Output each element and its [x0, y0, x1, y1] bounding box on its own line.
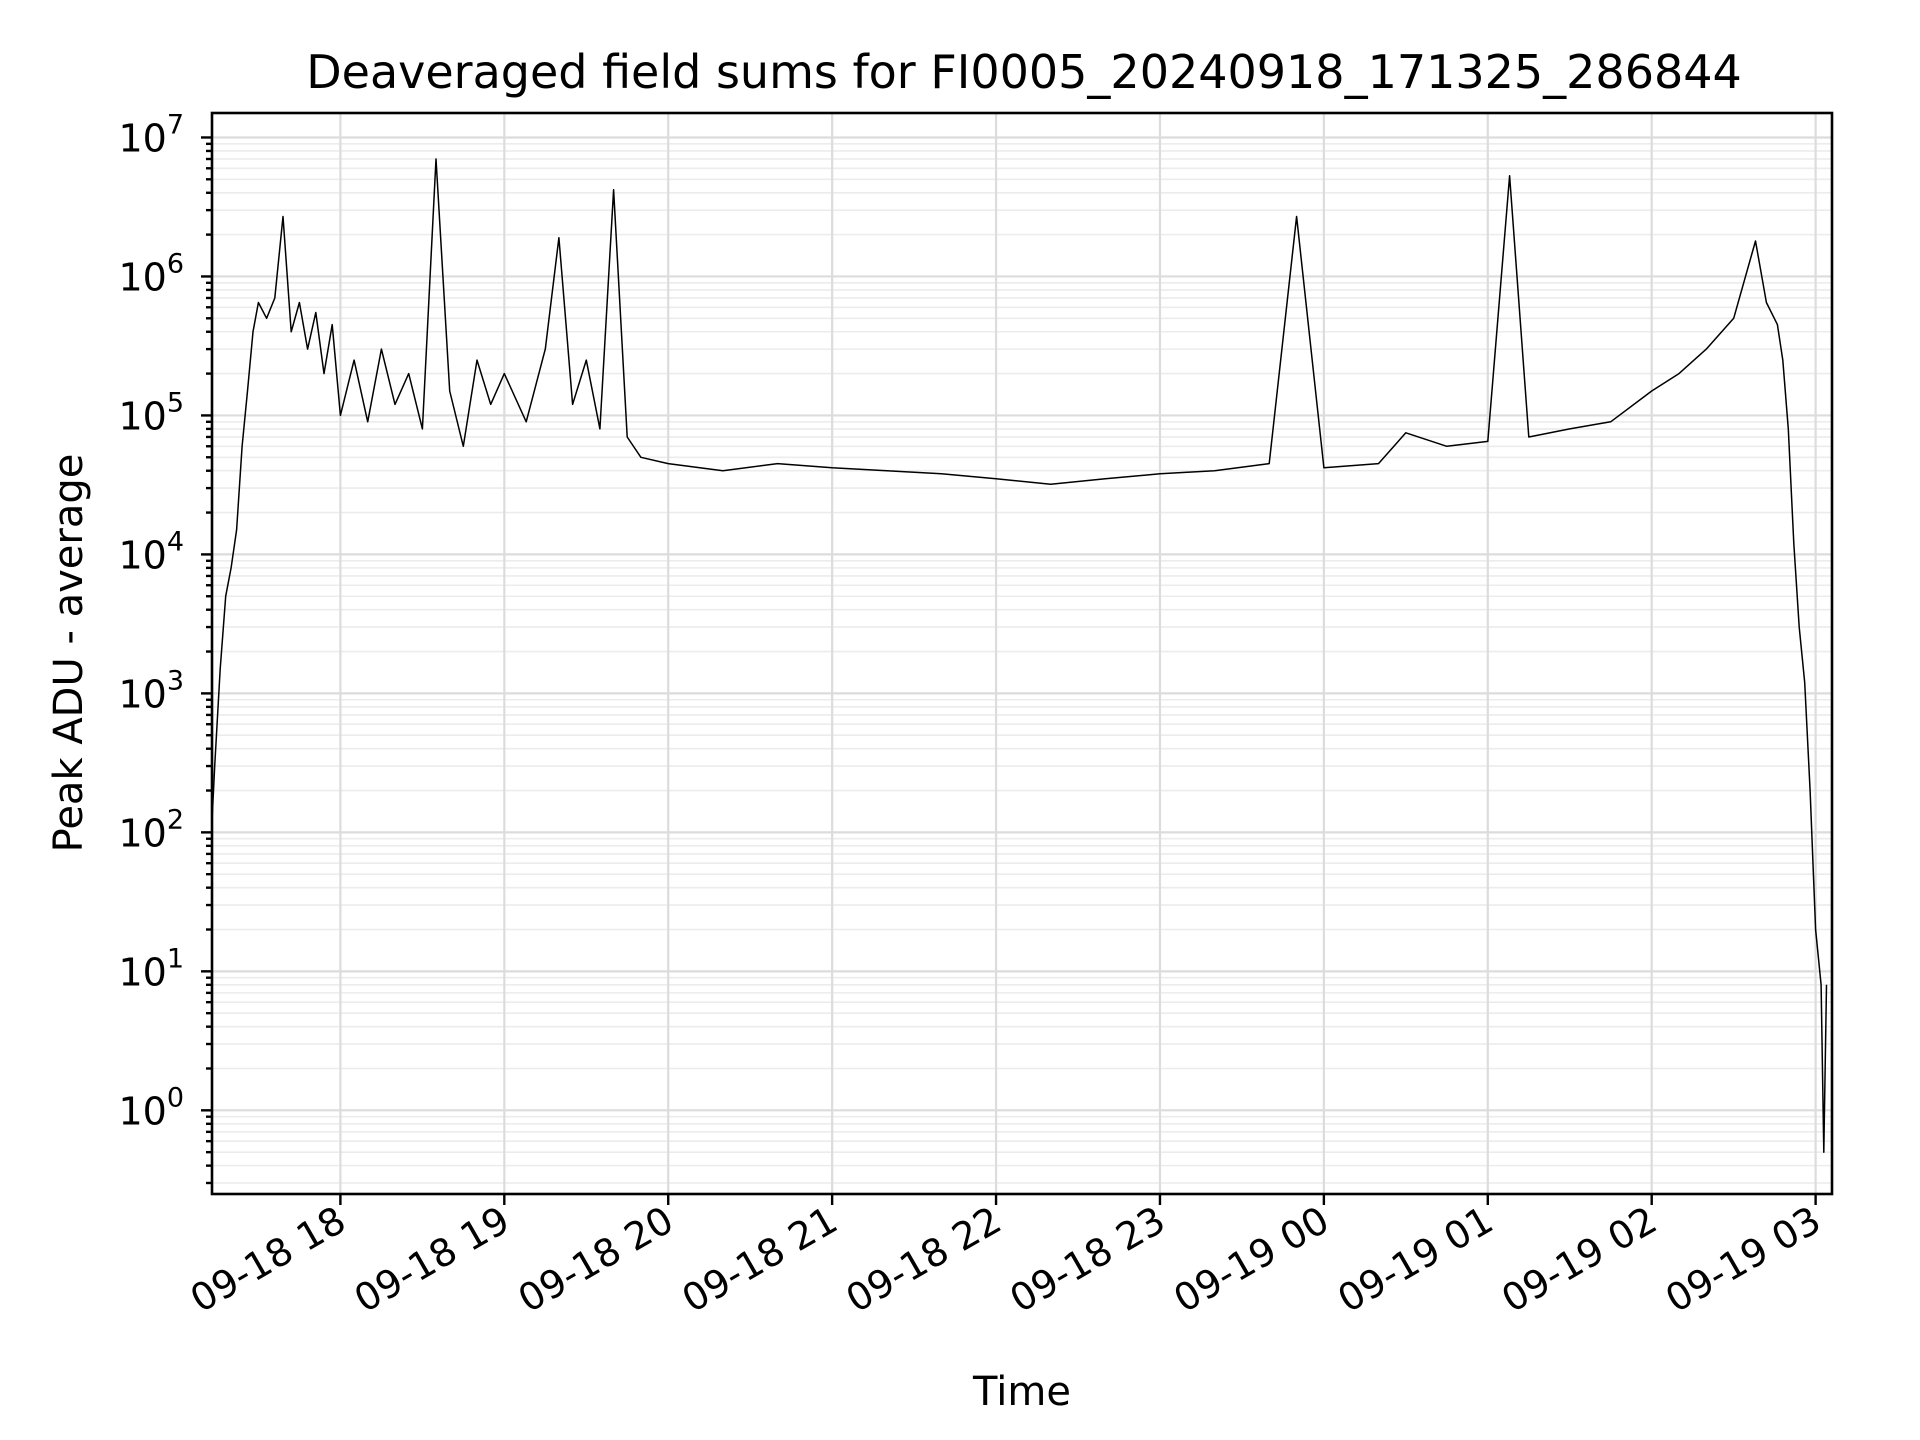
x-axis-label: Time — [972, 1369, 1071, 1415]
grid — [212, 113, 1832, 1194]
x-tick-label: 09-18 22 — [839, 1198, 1009, 1322]
x-tick-label: 09-19 00 — [1166, 1198, 1336, 1322]
plot-frame — [210, 111, 1834, 1196]
x-tick-label: 09-18 23 — [1002, 1198, 1172, 1322]
x-tick-label: 09-19 02 — [1494, 1198, 1664, 1322]
y-axis-label: Peak ADU - average — [46, 454, 92, 853]
y-tick-label: 106 — [118, 248, 184, 299]
y-axis: 100 101 102 103 104 105 106 107 — [118, 109, 212, 1185]
chart-title: Deaveraged field sums for FI0005_2024091… — [306, 45, 1742, 99]
y-tick-label: 104 — [118, 526, 184, 577]
x-tick-label: 09-19 01 — [1330, 1198, 1500, 1322]
x-tick-label: 09-18 20 — [511, 1198, 681, 1322]
series-line — [211, 158, 1828, 1153]
x-tick-label: 09-19 03 — [1658, 1198, 1828, 1322]
y-tick-label: 105 — [118, 387, 184, 438]
y-tick-label: 102 — [118, 804, 184, 855]
x-tick-label: 09-18 21 — [675, 1198, 845, 1322]
y-tick-label: 103 — [118, 665, 184, 716]
y-tick-label: 107 — [118, 109, 184, 160]
x-tick-label: 09-18 18 — [183, 1198, 353, 1322]
y-tick-label: 101 — [118, 943, 184, 994]
x-tick-label: 09-18 19 — [347, 1198, 517, 1322]
y-tick-label: 100 — [118, 1082, 184, 1133]
